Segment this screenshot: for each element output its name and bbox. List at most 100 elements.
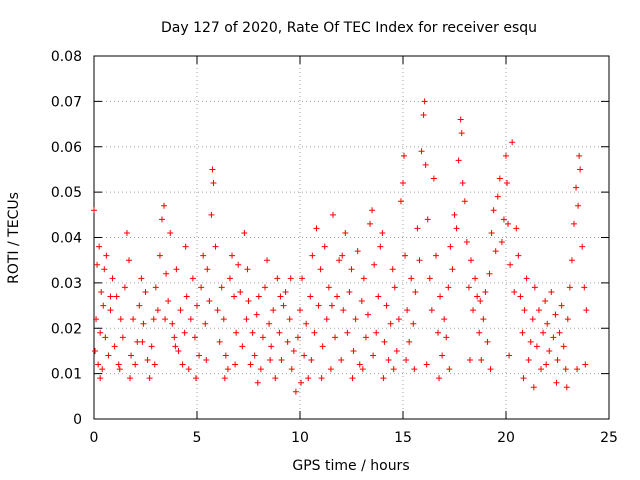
data-point xyxy=(282,288,289,295)
data-point xyxy=(325,284,332,291)
data-point xyxy=(520,375,527,382)
data-point xyxy=(443,334,450,341)
data-point xyxy=(437,293,444,300)
data-point xyxy=(575,202,582,209)
data-point xyxy=(566,284,573,291)
data-point xyxy=(482,288,489,295)
data-point xyxy=(140,320,147,327)
data-point xyxy=(350,347,357,354)
data-point xyxy=(189,275,196,282)
data-point xyxy=(315,302,322,309)
data-point xyxy=(424,216,431,223)
data-point xyxy=(576,152,583,159)
data-point xyxy=(435,329,442,336)
data-point xyxy=(513,225,520,232)
data-point xyxy=(254,379,261,386)
y-tick-label: 0.07 xyxy=(51,94,82,110)
data-point xyxy=(519,329,526,336)
data-point xyxy=(303,320,310,327)
data-point xyxy=(255,293,262,300)
data-point xyxy=(102,334,109,341)
data-point xyxy=(116,366,123,373)
data-point xyxy=(278,357,285,364)
y-tick-label: 0.02 xyxy=(51,321,82,337)
data-point xyxy=(544,320,551,327)
data-point xyxy=(582,361,589,368)
data-point xyxy=(128,352,135,359)
y-tick-label: 0.03 xyxy=(51,276,82,292)
data-point xyxy=(391,284,398,291)
x-tick-label: 10 xyxy=(291,430,309,446)
data-point xyxy=(130,316,137,323)
data-point xyxy=(390,366,397,373)
data-point xyxy=(280,302,287,309)
data-point xyxy=(542,298,549,305)
data-point xyxy=(339,252,346,259)
data-point xyxy=(329,211,336,218)
data-point xyxy=(352,316,359,323)
data-point xyxy=(334,293,341,300)
data-point xyxy=(445,284,452,291)
axis-ticks xyxy=(93,55,610,420)
data-point xyxy=(385,357,392,364)
data-point xyxy=(95,361,102,368)
data-point xyxy=(268,343,275,350)
data-point xyxy=(414,225,421,232)
data-point xyxy=(581,284,588,291)
data-point xyxy=(562,366,569,373)
data-point xyxy=(420,111,427,118)
data-point xyxy=(564,316,571,323)
data-point xyxy=(232,361,239,368)
data-point xyxy=(360,275,367,282)
data-point xyxy=(418,148,425,155)
data-point xyxy=(191,334,198,341)
data-point xyxy=(583,307,590,314)
data-point xyxy=(511,288,518,295)
data-point xyxy=(540,329,547,336)
data-point xyxy=(247,361,254,368)
data-point xyxy=(451,211,458,218)
data-point xyxy=(484,338,491,345)
data-point xyxy=(321,243,328,250)
data-point xyxy=(527,338,534,345)
data-point xyxy=(218,284,225,291)
data-point xyxy=(224,366,231,373)
data-point xyxy=(259,334,266,341)
data-point xyxy=(412,288,419,295)
data-point xyxy=(117,316,124,323)
data-point xyxy=(393,347,400,354)
data-point xyxy=(531,284,538,291)
data-point xyxy=(151,361,158,368)
chart-title: Day 127 of 2020, Rate Of TEC Index for r… xyxy=(161,20,537,36)
data-point xyxy=(496,175,503,182)
data-point xyxy=(165,298,172,305)
data-point xyxy=(150,316,157,323)
x-axis-label: GPS time / hours xyxy=(292,458,409,474)
data-point xyxy=(577,166,584,173)
data-point xyxy=(371,261,378,268)
data-point xyxy=(476,329,483,336)
data-point xyxy=(380,375,387,382)
data-point xyxy=(342,229,349,236)
data-point xyxy=(313,225,320,232)
data-point xyxy=(284,338,291,345)
data-point xyxy=(162,316,169,323)
data-point xyxy=(535,307,542,314)
data-point xyxy=(397,198,404,205)
data-point xyxy=(96,243,103,250)
data-point xyxy=(156,252,163,259)
data-point xyxy=(421,98,428,105)
data-point xyxy=(107,293,114,300)
data-point xyxy=(267,357,274,364)
data-point xyxy=(270,307,277,314)
data-point xyxy=(139,338,146,345)
data-point xyxy=(144,357,151,364)
data-point xyxy=(411,366,418,373)
data-point xyxy=(119,334,126,341)
data-point xyxy=(309,252,316,259)
data-point xyxy=(457,116,464,123)
data-point xyxy=(560,343,567,350)
data-point xyxy=(436,375,443,382)
data-point xyxy=(192,375,199,382)
data-point xyxy=(490,207,497,214)
